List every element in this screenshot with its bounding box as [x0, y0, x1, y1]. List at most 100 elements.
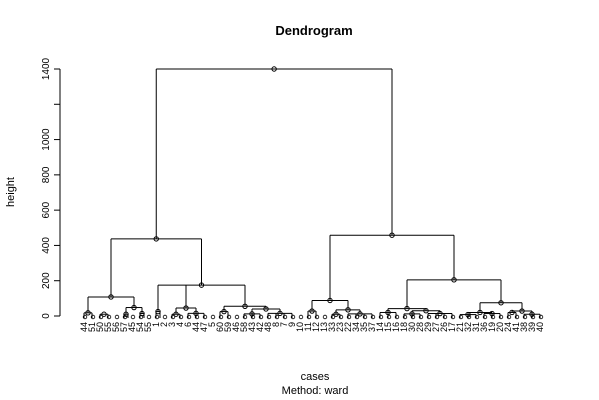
leaf-node	[530, 314, 536, 320]
leaf-node	[194, 314, 200, 320]
leaf-node	[250, 314, 256, 320]
leaf-node	[362, 314, 368, 320]
merge-node	[345, 307, 351, 313]
y-tick-label: 600	[41, 201, 52, 218]
leaf-node	[266, 314, 272, 320]
leaf-label: 30	[407, 322, 417, 332]
merge-node	[389, 232, 395, 238]
leaf-node	[466, 314, 472, 320]
leaf-label: 60	[215, 322, 225, 332]
leaf-node	[490, 314, 496, 320]
leaf-label: 13	[319, 322, 329, 332]
leaf-label: 39	[527, 322, 537, 332]
leaf-node	[458, 314, 464, 320]
merge-node	[451, 277, 457, 283]
leaf-label: 54	[135, 322, 145, 332]
leaf-label: 4	[175, 322, 185, 327]
leaf-node	[274, 314, 280, 320]
leaf-label: 31	[471, 322, 481, 332]
merge-node	[333, 311, 339, 317]
dendrogram-links	[83, 68, 541, 318]
y-tick-label: 200	[41, 272, 52, 289]
leaf-label: 32	[463, 322, 473, 332]
leaf-label: 34	[351, 322, 361, 332]
leaf-node	[146, 314, 152, 320]
merge-node	[85, 310, 91, 316]
merge-node	[101, 311, 107, 317]
leaf-label: 43	[247, 322, 257, 332]
leaf-label: 44	[191, 322, 201, 332]
leaf-node	[162, 314, 168, 320]
leaf-label: 33	[327, 322, 337, 332]
leaf-node	[506, 314, 512, 320]
merge-node	[183, 305, 189, 311]
leaf-label: 50	[95, 322, 105, 332]
leaf-label: 6	[183, 322, 193, 327]
merge-node	[108, 294, 114, 300]
leaf-label: 11	[303, 322, 313, 331]
leaf-node	[114, 314, 120, 320]
leaf-node	[514, 314, 520, 320]
leaf-label: 56	[111, 322, 121, 332]
merge-node	[385, 309, 391, 316]
leaf-label: 46	[231, 322, 241, 332]
leaf-node	[450, 314, 456, 320]
merge-node	[277, 310, 283, 317]
merge-node	[437, 310, 443, 317]
merge-node	[409, 311, 415, 317]
leaf-node	[482, 314, 488, 320]
dendrogram-nodes	[82, 66, 544, 320]
leaf-label: 36	[479, 322, 489, 332]
leaf-node	[90, 314, 96, 320]
y-axis: 0 200 400 600 800 1000 1400	[41, 57, 61, 319]
merge-node	[153, 236, 159, 242]
leaf-label: 41	[511, 322, 521, 332]
leaf-label: 5	[207, 322, 217, 327]
leaf-label: 28	[415, 322, 425, 332]
y-tick-label: 1400	[41, 57, 52, 80]
merge-node	[498, 300, 504, 306]
leaf-node	[122, 314, 128, 320]
leaf-label: 47	[199, 322, 209, 332]
y-tick-label: 1000	[41, 128, 52, 151]
merge-node	[271, 66, 277, 72]
leaf-node	[322, 314, 328, 320]
leaf-label: 17	[447, 322, 457, 332]
leaf-label: 8	[271, 322, 281, 327]
leaf-node	[234, 314, 240, 320]
leaf-node	[386, 314, 392, 320]
leaf-labels: 4451505556574554551234644475605946584342…	[79, 322, 545, 332]
leaf-node	[378, 314, 384, 320]
leaf-label: 59	[223, 322, 233, 332]
leaf-label: 55	[103, 322, 113, 332]
leaf-node	[98, 314, 104, 320]
merge-node	[221, 308, 227, 315]
leaf-node	[434, 314, 440, 320]
leaf-label: 12	[311, 322, 321, 332]
leaf-node	[242, 314, 248, 320]
merge-node	[242, 303, 248, 309]
leaf-label: 3	[167, 322, 177, 327]
y-tick-label: 400	[41, 237, 52, 254]
merge-node	[519, 308, 525, 314]
merge-node	[263, 306, 269, 312]
merge-node	[423, 308, 429, 314]
leaf-label: 27	[431, 322, 441, 332]
leaf-node	[330, 314, 336, 320]
leaf-label: 51	[87, 322, 97, 332]
leaf-label: 23	[335, 322, 345, 332]
leaf-label: 40	[535, 322, 545, 332]
merge-node	[529, 311, 535, 317]
leaf-label: 1	[151, 322, 161, 327]
leaf-node	[282, 314, 288, 320]
leaf-label: 15	[383, 322, 393, 332]
y-tick-label: 0	[41, 313, 52, 319]
leaf-label: 55	[143, 322, 153, 332]
leaf-label: 42	[255, 322, 265, 332]
leaf-label: 57	[119, 322, 129, 332]
merge-node	[309, 308, 315, 314]
leaf-label: 2	[159, 322, 169, 327]
leaf-node	[426, 314, 432, 320]
merge-node	[155, 308, 161, 315]
